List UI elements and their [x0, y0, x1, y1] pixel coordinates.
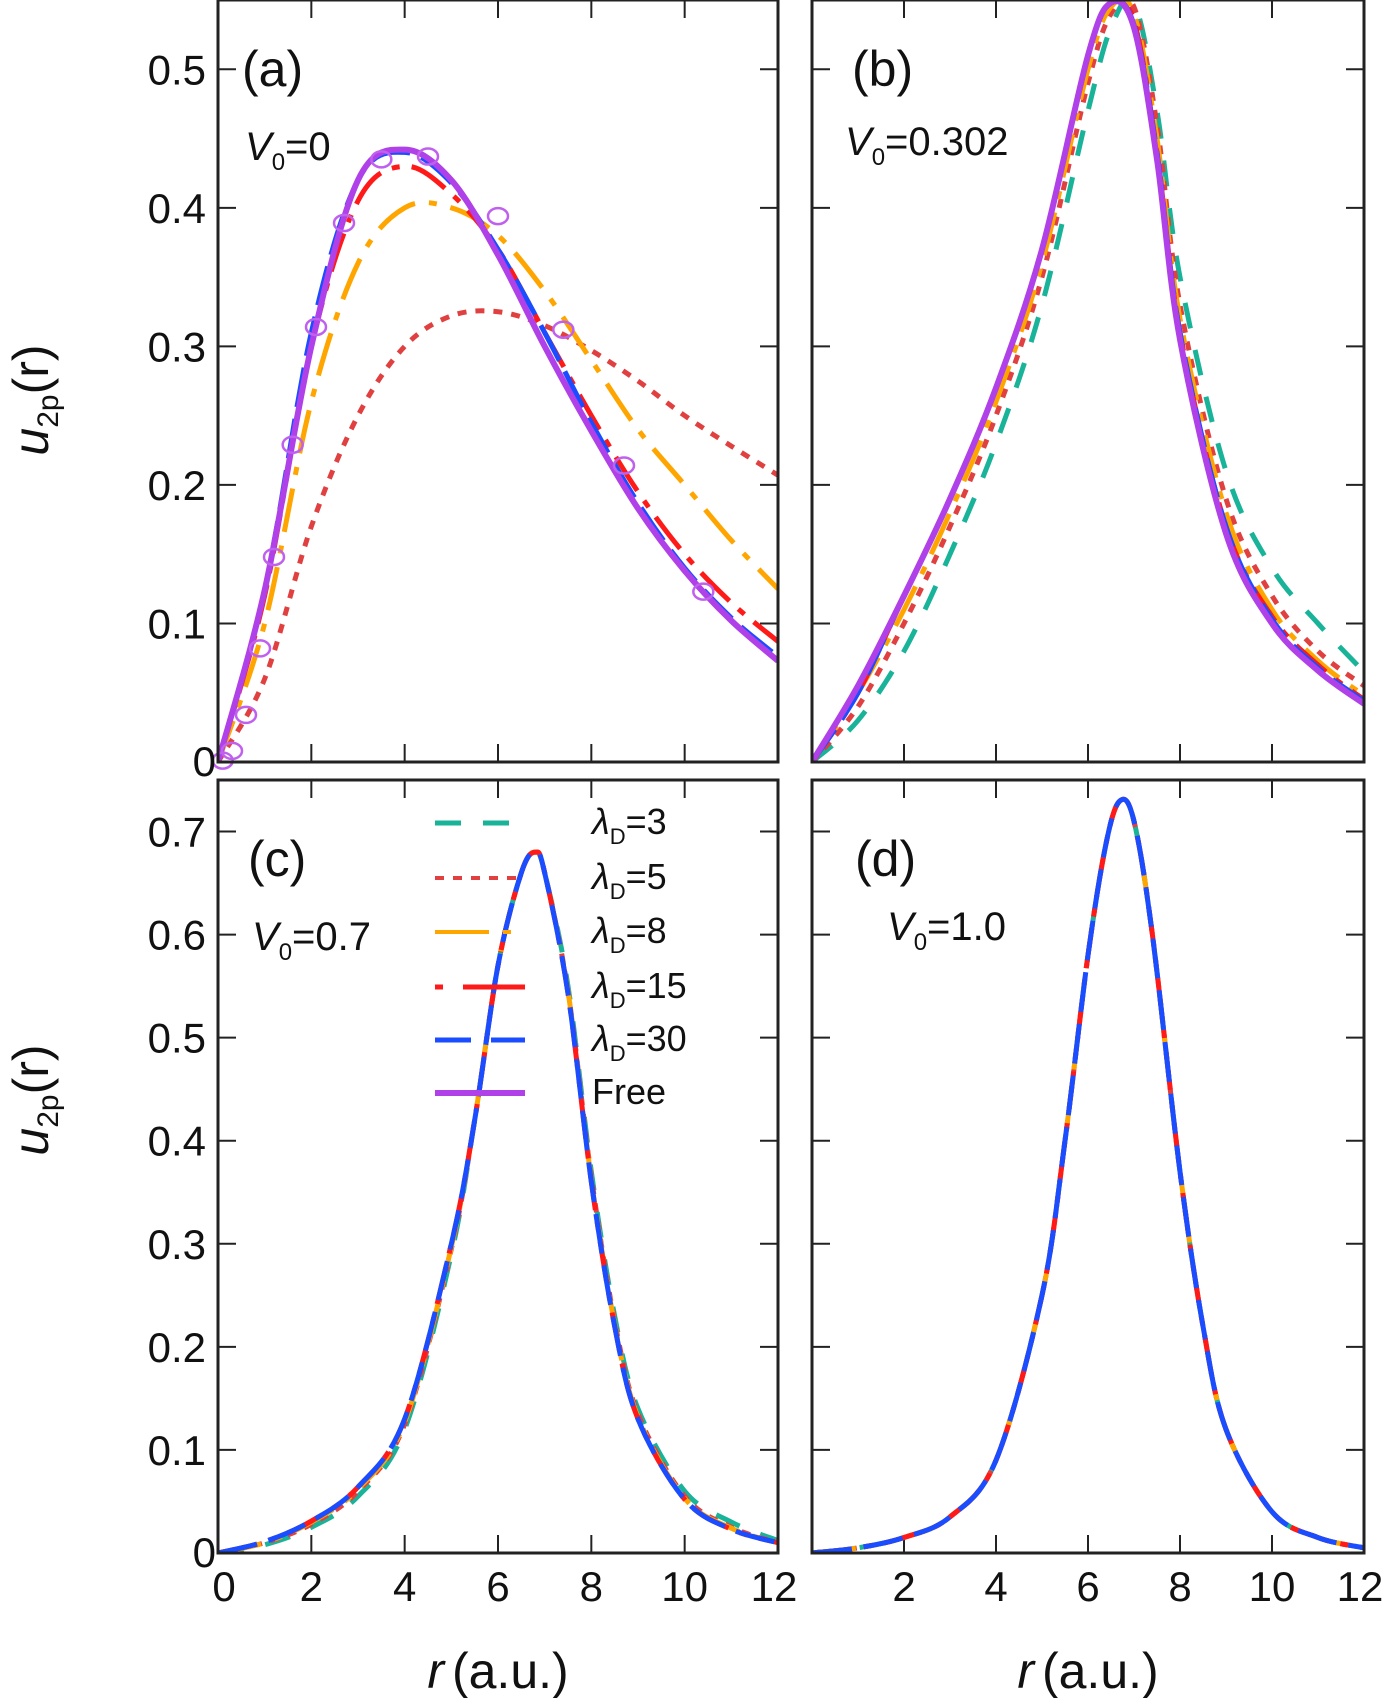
y-tick-label: 0.1 — [148, 1427, 206, 1474]
panel-label-d: (d) — [855, 831, 916, 887]
x-tick-label: 12 — [751, 1563, 798, 1610]
x-tick-label: 0 — [212, 1563, 235, 1610]
legend-label: λD=30 — [590, 1018, 687, 1066]
series-line-free — [218, 146, 778, 762]
y-tick-label: 0.1 — [148, 600, 206, 647]
legend-label: λD=15 — [590, 965, 687, 1013]
y-tick-label: 0.5 — [148, 46, 206, 93]
plot-frame — [810, 778, 1366, 1555]
x-tick-label: 10 — [661, 1563, 708, 1610]
annotation-c: V0=0.7 — [252, 915, 371, 966]
series-line-d30 — [812, 796, 1364, 1553]
x-tick-label: 8 — [580, 1563, 603, 1610]
y-tick-label: 0.2 — [148, 1324, 206, 1371]
series-line-d3 — [812, 0, 1364, 762]
series-line-d15 — [812, 0, 1364, 762]
free-marker — [612, 456, 636, 475]
x-tick-label: 2 — [300, 1563, 323, 1610]
ylabel-top: u2p(r) — [3, 344, 65, 455]
series-line-d30 — [218, 149, 778, 762]
panel-b — [810, 0, 1366, 764]
legend-entry: λD=30 — [435, 1018, 687, 1066]
free-marker — [552, 320, 575, 339]
free-marker — [234, 705, 258, 725]
series-line-free — [812, 0, 1364, 762]
y-tick-label: 0 — [193, 1529, 216, 1576]
free-marker — [248, 639, 272, 658]
series-group — [812, 0, 1364, 762]
free-marker — [486, 206, 510, 226]
y-tick-label: 0.2 — [148, 462, 206, 509]
series-line-d8 — [218, 200, 778, 762]
x-tick-label: 8 — [1168, 1563, 1191, 1610]
y-tick-label: 0.3 — [148, 323, 206, 370]
annotation-b: V0=0.302 — [845, 120, 1009, 171]
free-marker — [692, 582, 715, 601]
legend-entry: λD=8 — [435, 910, 667, 958]
free-marker — [262, 547, 286, 567]
free-marker — [332, 213, 356, 233]
plot-frame — [216, 778, 780, 1555]
legend-entry: λD=5 — [435, 856, 667, 904]
panel-label-b: (b) — [852, 41, 913, 97]
legend-label: λD=5 — [590, 856, 667, 904]
annotation-a: V0=0 — [245, 125, 331, 176]
plot-frame — [810, 0, 1366, 764]
legend-entry: λD=3 — [435, 801, 667, 849]
free-marker — [220, 741, 244, 761]
free-marker — [304, 317, 328, 337]
y-tick-label: 0.4 — [148, 1118, 206, 1165]
x-tick-label: 10 — [1249, 1563, 1296, 1610]
legend: λD=3 λD=5 λD=8 λD=15 λD=30 Free — [435, 801, 687, 1112]
series-group — [812, 796, 1364, 1553]
panel-label-c: (c) — [248, 831, 306, 887]
x-tick-label: 6 — [1076, 1563, 1099, 1610]
series-group — [218, 146, 778, 762]
panel-c: 0 0.1 0.2 0.3 0.4 0.5 0.6 0.7 0 2 4 6 8 10 12 — [148, 778, 798, 1610]
series-line-d8 — [812, 0, 1364, 762]
y-tick-label: 0.4 — [148, 185, 206, 232]
free-marker — [281, 435, 304, 454]
x-tick-label: 6 — [486, 1563, 509, 1610]
y-tick-label: 0.5 — [148, 1015, 206, 1062]
legend-label: Free — [592, 1071, 666, 1112]
y-tick-label: 0.7 — [148, 809, 206, 856]
x-tick-label: 2 — [892, 1563, 915, 1610]
plot-frame — [216, 0, 780, 764]
series-line-d5 — [812, 0, 1364, 762]
free-marker — [416, 147, 440, 166]
series-line-d5 — [218, 308, 778, 762]
panel-label-a: (a) — [242, 41, 303, 97]
x-tick-label: 12 — [1337, 1563, 1384, 1610]
annotation-d: V0=1.0 — [887, 905, 1006, 956]
ylabel-bottom: u2p(r) — [3, 1044, 65, 1155]
x-tick-label: 4 — [984, 1563, 1007, 1610]
series-line-d30 — [218, 849, 778, 1553]
y-tick-label: 0.6 — [148, 912, 206, 959]
y-tick-label: 0.3 — [148, 1221, 206, 1268]
y-tick-label: 0 — [193, 738, 216, 785]
panel-a: 0 0.1 0.2 0.3 0.4 0.5 — [148, 0, 780, 785]
xlabel-right: r (a.u.) — [1017, 1643, 1158, 1698]
xlabel-left: r (a.u.) — [427, 1643, 568, 1698]
legend-entry: λD=15 — [435, 965, 687, 1013]
legend-label: λD=3 — [590, 801, 667, 849]
free-marker — [370, 150, 393, 169]
legend-label: λD=8 — [590, 910, 667, 958]
series-group — [218, 849, 778, 1553]
x-tick-label: 4 — [393, 1563, 416, 1610]
panel-d: 2 4 6 8 10 12 — [810, 778, 1384, 1610]
series-line-d30 — [812, 0, 1364, 762]
legend-entry: Free — [435, 1071, 666, 1112]
